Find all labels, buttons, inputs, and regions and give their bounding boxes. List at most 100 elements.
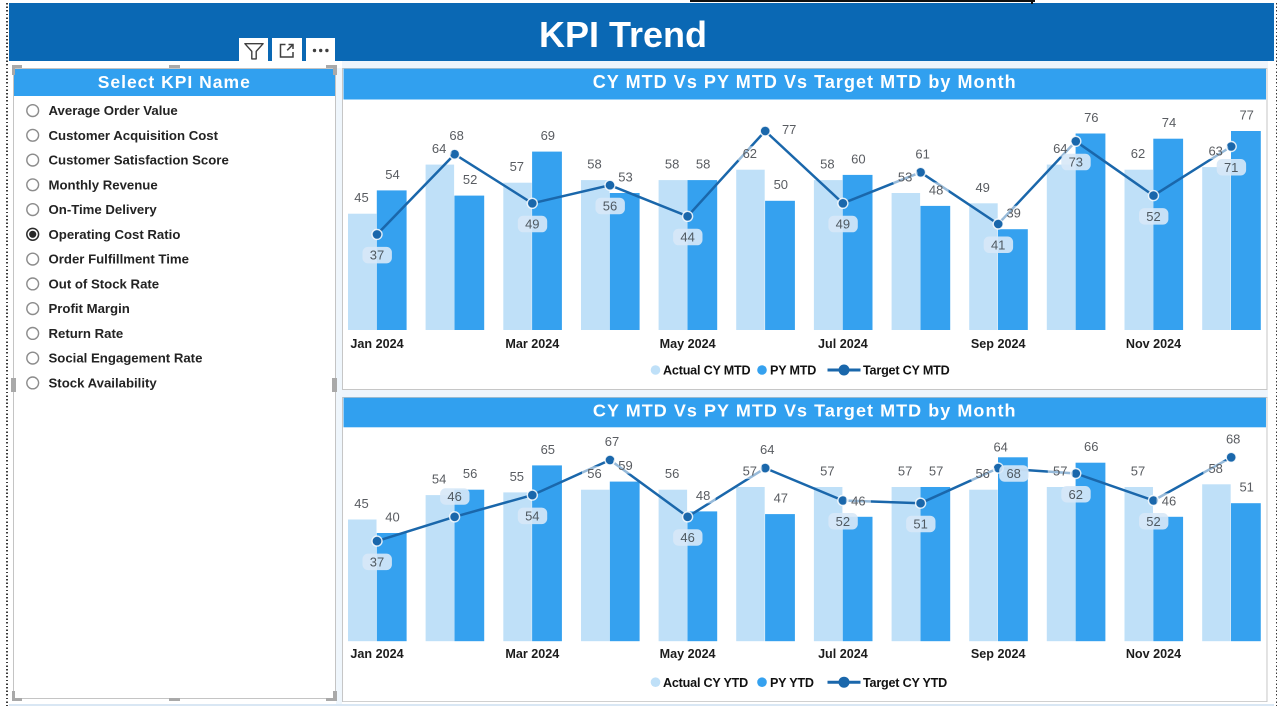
svg-text:46: 46 [851,494,865,509]
svg-text:CY MTD Vs PY MTD Vs Target MTD: CY MTD Vs PY MTD Vs Target MTD by Month [593,401,1017,421]
svg-text:64: 64 [1053,141,1067,156]
svg-text:77: 77 [1239,107,1253,122]
svg-text:64: 64 [432,141,446,156]
svg-text:64: 64 [993,440,1007,455]
svg-text:Mar 2024: Mar 2024 [505,336,559,350]
svg-text:Sep 2024: Sep 2024 [971,336,1026,350]
svg-text:64: 64 [760,442,774,457]
svg-text:54: 54 [432,472,446,487]
svg-text:67: 67 [605,434,619,449]
svg-text:56: 56 [665,466,679,481]
svg-text:39: 39 [1006,205,1020,220]
svg-text:49: 49 [836,216,850,231]
svg-text:37: 37 [370,555,384,570]
svg-text:55: 55 [510,469,524,484]
svg-text:Actual CY MTD: Actual CY MTD [663,363,751,377]
svg-text:65: 65 [541,442,555,457]
svg-text:58: 58 [587,156,601,171]
svg-text:52: 52 [1146,514,1160,529]
svg-text:53: 53 [898,169,912,184]
svg-text:54: 54 [525,509,539,524]
svg-text:45: 45 [354,190,368,205]
svg-text:Monthly Revenue: Monthly Revenue [49,177,158,192]
svg-text:Actual CY YTD: Actual CY YTD [663,676,748,690]
svg-text:56: 56 [587,466,601,481]
svg-text:68: 68 [1226,432,1240,447]
svg-text:41: 41 [991,237,1005,252]
svg-text:58: 58 [820,156,834,171]
svg-text:Customer Acquisition Cost: Customer Acquisition Cost [49,128,219,143]
svg-text:48: 48 [929,182,943,197]
svg-text:62: 62 [1069,487,1083,502]
svg-text:62: 62 [743,146,757,161]
svg-text:Return Rate: Return Rate [49,326,124,341]
svg-text:Nov 2024: Nov 2024 [1126,647,1181,661]
svg-text:50: 50 [774,177,788,192]
svg-text:58: 58 [1208,461,1222,476]
svg-text:44: 44 [680,229,694,244]
svg-text:On-Time Delivery: On-Time Delivery [49,202,158,217]
svg-text:40: 40 [385,510,399,525]
svg-text:51: 51 [913,517,927,532]
svg-text:69: 69 [541,128,555,143]
svg-text:52: 52 [1146,208,1160,223]
svg-text:49: 49 [975,179,989,194]
svg-text:45: 45 [354,496,368,511]
svg-text:46: 46 [447,489,461,504]
svg-text:Out of Stock Rate: Out of Stock Rate [49,277,160,292]
svg-text:53: 53 [618,169,632,184]
svg-text:63: 63 [1208,143,1222,158]
svg-text:52: 52 [463,172,477,187]
svg-text:56: 56 [603,198,617,213]
svg-text:Order Fulfillment Time: Order Fulfillment Time [49,252,189,267]
svg-text:51: 51 [1239,480,1253,495]
svg-text:Target CY MTD: Target CY MTD [863,363,950,377]
svg-text:52: 52 [836,514,850,529]
svg-text:60: 60 [851,151,865,166]
svg-text:58: 58 [696,156,710,171]
svg-text:Jul 2024: Jul 2024 [818,336,868,350]
svg-text:56: 56 [975,466,989,481]
svg-text:Profit Margin: Profit Margin [49,301,130,316]
svg-text:66: 66 [1084,439,1098,454]
svg-text:Customer Satisfaction Score: Customer Satisfaction Score [49,153,229,168]
svg-text:57: 57 [1053,464,1067,479]
svg-text:PY MTD: PY MTD [770,363,816,377]
svg-text:68: 68 [449,128,463,143]
svg-text:62: 62 [1131,146,1145,161]
svg-text:57: 57 [929,464,943,479]
svg-text:CY MTD Vs PY MTD Vs Target MTD: CY MTD Vs PY MTD Vs Target MTD by Month [593,71,1017,91]
svg-text:59: 59 [618,458,632,473]
svg-text:Stock Availability: Stock Availability [49,376,158,391]
svg-text:76: 76 [1084,110,1098,125]
svg-text:71: 71 [1224,159,1238,174]
svg-text:Jul 2024: Jul 2024 [818,647,868,661]
svg-text:54: 54 [385,166,399,181]
svg-text:77: 77 [782,122,796,137]
svg-text:Operating Cost Ratio: Operating Cost Ratio [49,227,181,242]
svg-text:68: 68 [1006,466,1020,481]
svg-text:57: 57 [898,464,912,479]
svg-text:57: 57 [510,159,524,174]
svg-text:57: 57 [743,464,757,479]
svg-text:74: 74 [1162,115,1176,130]
svg-text:Average Order Value: Average Order Value [49,103,178,118]
svg-text:Mar 2024: Mar 2024 [505,647,559,661]
svg-text:May 2024: May 2024 [660,647,716,661]
svg-text:47: 47 [774,491,788,506]
svg-text:58: 58 [665,156,679,171]
svg-text:57: 57 [1131,464,1145,479]
svg-text:Sep 2024: Sep 2024 [971,647,1026,661]
svg-text:56: 56 [463,466,477,481]
svg-text:49: 49 [525,216,539,231]
svg-text:Nov 2024: Nov 2024 [1126,336,1181,350]
svg-text:46: 46 [1162,494,1176,509]
svg-text:Jan 2024: Jan 2024 [350,647,403,661]
svg-text:57: 57 [820,464,834,479]
svg-text:48: 48 [696,488,710,503]
svg-text:37: 37 [370,247,384,262]
svg-text:61: 61 [915,146,929,161]
svg-text:May 2024: May 2024 [660,336,716,350]
svg-text:Social Engagement Rate: Social Engagement Rate [49,351,203,366]
svg-text:PY YTD: PY YTD [770,676,814,690]
